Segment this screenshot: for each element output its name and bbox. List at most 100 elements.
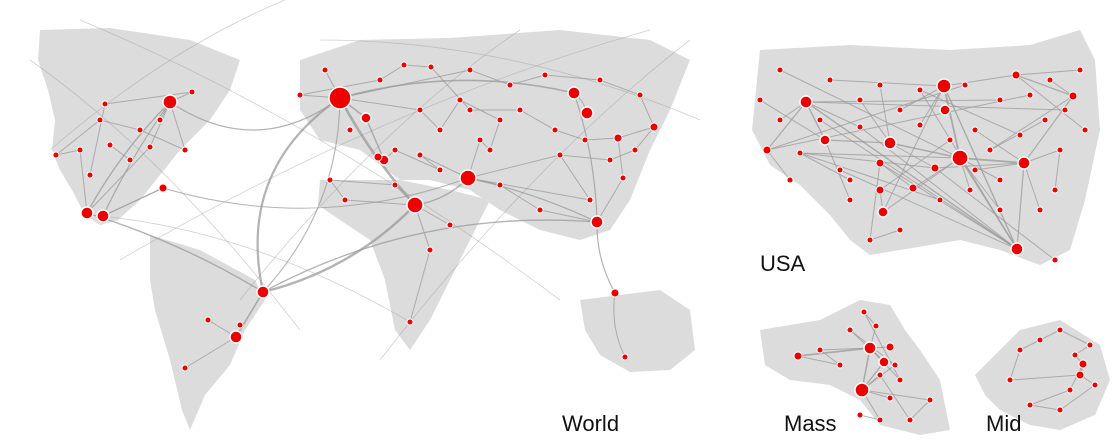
route-edge — [934, 162, 1025, 169]
panel-label-usa: USA — [760, 251, 806, 276]
network-node — [819, 134, 831, 146]
network-node — [896, 106, 904, 114]
route-edge — [799, 152, 851, 181]
network-node — [876, 81, 884, 89]
network-node — [346, 126, 354, 134]
route-edge — [919, 89, 1021, 136]
panel-label-world: World — [562, 411, 620, 436]
network-node — [326, 176, 334, 184]
network-node — [204, 316, 212, 324]
network-node — [996, 96, 1004, 104]
route-edge — [469, 69, 511, 86]
route-edge — [819, 119, 1018, 250]
route-edge — [339, 69, 471, 99]
network-node — [863, 341, 877, 355]
network-node — [846, 196, 854, 204]
network-node — [1026, 91, 1034, 99]
route-edge — [863, 311, 901, 381]
route-edge — [49, 0, 287, 151]
network-node — [877, 206, 889, 218]
route-edge — [573, 92, 598, 223]
landmass-north-america — [38, 28, 240, 225]
route-edge — [599, 79, 641, 96]
network-node — [816, 346, 824, 354]
network-node — [106, 141, 114, 149]
network-node — [816, 116, 824, 124]
route-edge — [799, 152, 941, 201]
landmass-australia — [580, 290, 695, 372]
route-edge — [1015, 74, 1074, 97]
network-node — [466, 66, 474, 74]
network-node — [181, 146, 189, 154]
network-node — [80, 206, 94, 220]
network-node — [606, 156, 614, 164]
route-edge — [262, 97, 341, 293]
network-node — [360, 112, 372, 124]
route-edge — [262, 219, 598, 293]
route-edge — [869, 162, 881, 241]
route-edge — [55, 119, 101, 156]
network-node — [466, 106, 474, 114]
network-node — [1036, 336, 1044, 344]
route-edge — [29, 59, 301, 331]
network-node — [506, 81, 514, 89]
network-node — [891, 361, 899, 369]
network-node — [883, 136, 897, 150]
network-node — [856, 411, 864, 419]
network-node — [188, 88, 196, 96]
network-node — [1061, 106, 1069, 114]
route-edge — [943, 85, 1018, 250]
network-node — [1046, 76, 1054, 84]
network-node — [1016, 346, 1024, 354]
route-edge — [596, 221, 616, 294]
network-node — [236, 321, 244, 329]
route-edge — [102, 101, 171, 217]
network-node — [1076, 66, 1084, 74]
network-node — [836, 361, 844, 369]
route-edge — [162, 177, 469, 209]
route-edge — [839, 169, 1018, 250]
route-edge — [859, 126, 1018, 250]
route-edge — [879, 139, 951, 191]
network-node — [1026, 401, 1034, 409]
network-node — [516, 106, 524, 114]
network-node — [96, 209, 110, 223]
route-edge — [559, 154, 611, 161]
network-node — [416, 151, 424, 159]
network-node — [1081, 126, 1089, 134]
route-edge — [1029, 389, 1071, 406]
route-edge — [394, 149, 441, 171]
network-node — [996, 206, 1004, 214]
network-node — [96, 116, 104, 124]
network-node — [416, 106, 424, 114]
route-edge — [805, 99, 1001, 103]
edge-layer — [29, 0, 1096, 421]
network-node — [875, 185, 885, 195]
route-edge — [613, 292, 626, 358]
route-edge — [430, 66, 471, 111]
route-edge — [805, 101, 1018, 250]
route-edge — [338, 97, 416, 206]
route-edge — [379, 39, 691, 361]
network-node — [971, 126, 979, 134]
network-node — [1056, 146, 1064, 154]
network-node — [776, 116, 784, 124]
network-node — [876, 371, 884, 379]
network-node — [496, 116, 504, 124]
network-node — [996, 176, 1004, 184]
network-node — [876, 416, 884, 424]
route-edge — [86, 212, 264, 293]
network-node — [636, 91, 644, 99]
network-node — [436, 166, 444, 174]
route-edge — [544, 74, 601, 81]
network-node — [621, 353, 629, 361]
route-edge — [934, 167, 1056, 261]
network-node — [885, 342, 895, 352]
network-node — [649, 122, 659, 132]
network-node — [936, 78, 952, 94]
network-node — [476, 136, 484, 144]
network-node — [846, 326, 854, 334]
route-edge — [919, 89, 1018, 250]
landmass-usa — [752, 30, 1100, 265]
